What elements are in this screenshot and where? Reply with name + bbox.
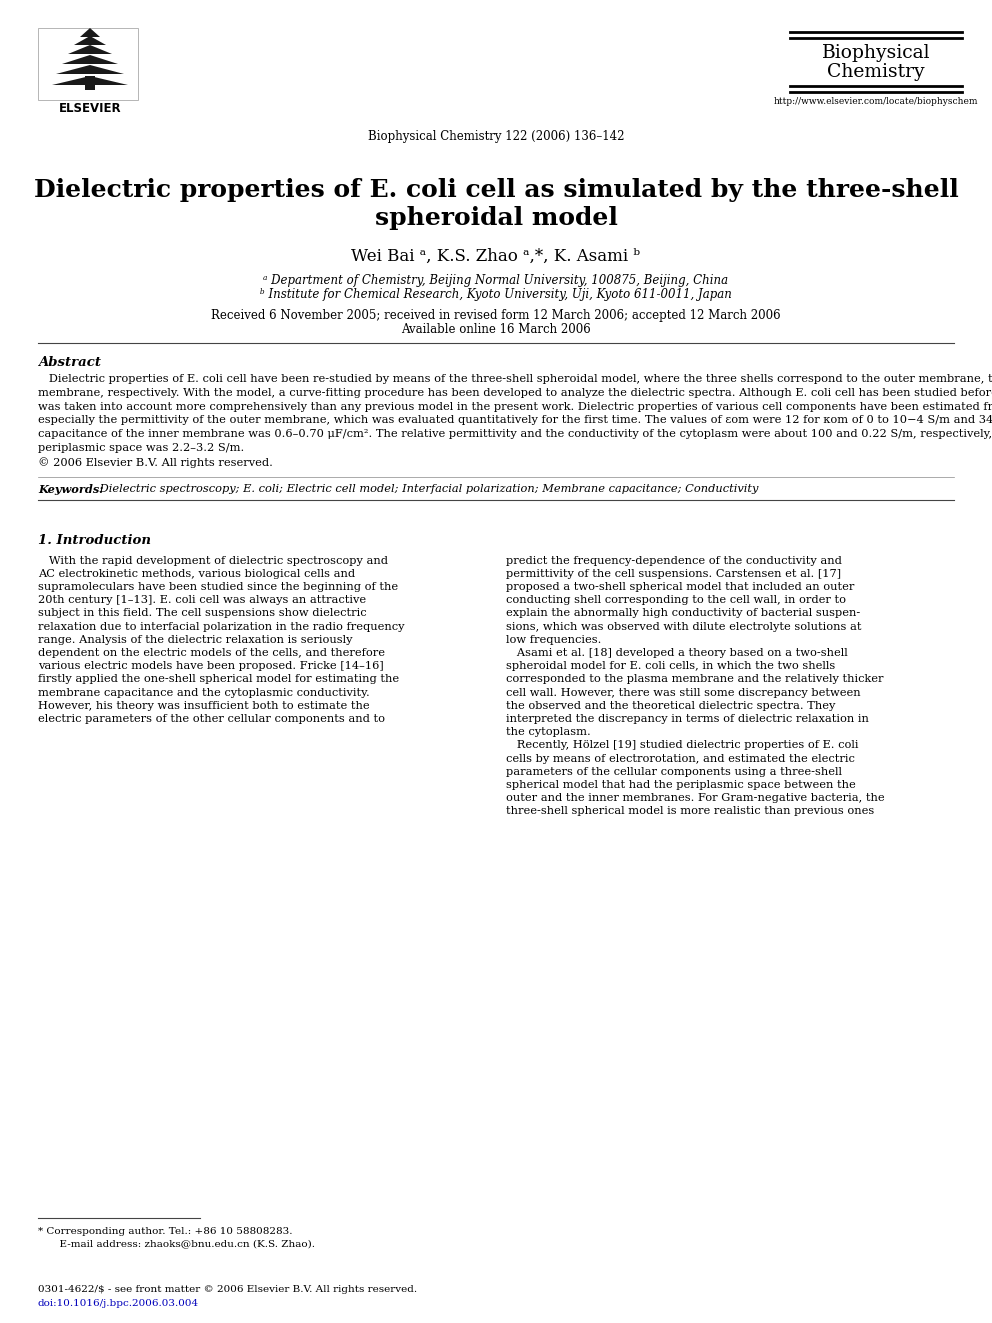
Text: 0301-4622/$ - see front matter © 2006 Elsevier B.V. All rights reserved.: 0301-4622/$ - see front matter © 2006 El… <box>38 1285 417 1294</box>
Text: firstly applied the one-shell spherical model for estimating the: firstly applied the one-shell spherical … <box>38 675 399 684</box>
Text: supramoleculars have been studied since the beginning of the: supramoleculars have been studied since … <box>38 582 398 591</box>
Text: Biophysical Chemistry 122 (2006) 136–142: Biophysical Chemistry 122 (2006) 136–142 <box>368 130 624 143</box>
Text: cells by means of electrorotation, and estimated the electric: cells by means of electrorotation, and e… <box>506 754 855 763</box>
Text: Keywords:: Keywords: <box>38 484 103 495</box>
Text: 20th century [1–13]. E. coli cell was always an attractive: 20th century [1–13]. E. coli cell was al… <box>38 595 366 605</box>
Text: membrane capacitance and the cytoplasmic conductivity.: membrane capacitance and the cytoplasmic… <box>38 688 370 697</box>
Text: With the rapid development of dielectric spectroscopy and: With the rapid development of dielectric… <box>38 556 388 566</box>
Text: Wei Bai ᵃ, K.S. Zhao ᵃ,*, K. Asami ᵇ: Wei Bai ᵃ, K.S. Zhao ᵃ,*, K. Asami ᵇ <box>351 247 641 265</box>
Text: the cytoplasm.: the cytoplasm. <box>506 728 591 737</box>
Text: membrane, respectively. With the model, a curve-fitting procedure has been devel: membrane, respectively. With the model, … <box>38 388 992 398</box>
Text: various electric models have been proposed. Fricke [14–16]: various electric models have been propos… <box>38 662 384 671</box>
Text: corresponded to the plasma membrane and the relatively thicker: corresponded to the plasma membrane and … <box>506 675 884 684</box>
Text: AC electrokinetic methods, various biological cells and: AC electrokinetic methods, various biolo… <box>38 569 355 578</box>
Polygon shape <box>68 45 112 54</box>
Text: Abstract: Abstract <box>38 356 101 369</box>
Text: was taken into account more comprehensively than any previous model in the prese: was taken into account more comprehensiv… <box>38 402 992 411</box>
Text: conducting shell corresponding to the cell wall, in order to: conducting shell corresponding to the ce… <box>506 595 846 605</box>
Polygon shape <box>56 65 124 74</box>
Text: the observed and the theoretical dielectric spectra. They: the observed and the theoretical dielect… <box>506 701 835 710</box>
Polygon shape <box>62 56 118 64</box>
Text: Chemistry: Chemistry <box>827 64 925 81</box>
Text: © 2006 Elsevier B.V. All rights reserved.: © 2006 Elsevier B.V. All rights reserved… <box>38 456 273 467</box>
Polygon shape <box>52 75 128 85</box>
Text: spheroidal model: spheroidal model <box>375 206 617 230</box>
FancyBboxPatch shape <box>38 28 138 101</box>
Text: periplasmic space was 2.2–3.2 S/m.: periplasmic space was 2.2–3.2 S/m. <box>38 443 244 452</box>
Text: Dielectric properties of E. coli cell as simulated by the three-shell: Dielectric properties of E. coli cell as… <box>34 179 958 202</box>
Text: interpreted the discrepancy in terms of dielectric relaxation in: interpreted the discrepancy in terms of … <box>506 714 869 724</box>
Text: E-mail address: zhaoks@bnu.edu.cn (K.S. Zhao).: E-mail address: zhaoks@bnu.edu.cn (K.S. … <box>53 1240 315 1248</box>
Text: spheroidal model for E. coli cells, in which the two shells: spheroidal model for E. coli cells, in w… <box>506 662 835 671</box>
Text: parameters of the cellular components using a three-shell: parameters of the cellular components us… <box>506 767 842 777</box>
Text: ᵇ Institute for Chemical Research, Kyoto University, Uji, Kyoto 611-0011, Japan: ᵇ Institute for Chemical Research, Kyoto… <box>260 288 732 302</box>
Polygon shape <box>74 36 106 45</box>
Text: electric parameters of the other cellular components and to: electric parameters of the other cellula… <box>38 714 385 724</box>
Text: Biophysical: Biophysical <box>821 44 930 62</box>
Text: Recently, Hölzel [19] studied dielectric properties of E. coli: Recently, Hölzel [19] studied dielectric… <box>506 741 858 750</box>
Text: permittivity of the cell suspensions. Carstensen et al. [17]: permittivity of the cell suspensions. Ca… <box>506 569 841 578</box>
Text: Dielectric properties of E. coli cell have been re-studied by means of the three: Dielectric properties of E. coli cell ha… <box>38 374 992 384</box>
Text: 1. Introduction: 1. Introduction <box>38 533 151 546</box>
Text: Received 6 November 2005; received in revised form 12 March 2006; accepted 12 Ma: Received 6 November 2005; received in re… <box>211 310 781 321</box>
Text: capacitance of the inner membrane was 0.6–0.70 μF/cm². The relative permittivity: capacitance of the inner membrane was 0.… <box>38 429 992 439</box>
Text: subject in this field. The cell suspensions show dielectric: subject in this field. The cell suspensi… <box>38 609 367 618</box>
Text: doi:10.1016/j.bpc.2006.03.004: doi:10.1016/j.bpc.2006.03.004 <box>38 1299 199 1308</box>
Text: sions, which was observed with dilute electrolyte solutions at: sions, which was observed with dilute el… <box>506 622 861 631</box>
Text: ᵃ Department of Chemistry, Beijing Normal University, 100875, Beijing, China: ᵃ Department of Chemistry, Beijing Norma… <box>264 274 728 287</box>
Text: However, his theory was insufficient both to estimate the: However, his theory was insufficient bot… <box>38 701 370 710</box>
Text: low frequencies.: low frequencies. <box>506 635 601 644</box>
Text: relaxation due to interfacial polarization in the radio frequency: relaxation due to interfacial polarizati… <box>38 622 405 631</box>
Text: Available online 16 March 2006: Available online 16 March 2006 <box>401 323 591 336</box>
Text: especially the permittivity of the outer membrane, which was evaluated quantitat: especially the permittivity of the outer… <box>38 415 992 426</box>
Text: http://www.elsevier.com/locate/biophyschem: http://www.elsevier.com/locate/biophysch… <box>774 97 978 106</box>
Text: outer and the inner membranes. For Gram-negative bacteria, the: outer and the inner membranes. For Gram-… <box>506 794 885 803</box>
Text: spherical model that had the periplasmic space between the: spherical model that had the periplasmic… <box>506 781 856 790</box>
Text: Dielectric spectroscopy; E. coli; Electric cell model; Interfacial polarization;: Dielectric spectroscopy; E. coli; Electr… <box>96 484 758 493</box>
Text: * Corresponding author. Tel.: +86 10 58808283.: * Corresponding author. Tel.: +86 10 588… <box>38 1226 293 1236</box>
Bar <box>85 75 95 90</box>
Text: three-shell spherical model is more realistic than previous ones: three-shell spherical model is more real… <box>506 807 874 816</box>
Polygon shape <box>80 28 100 37</box>
Text: ELSEVIER: ELSEVIER <box>59 102 121 115</box>
Text: cell wall. However, there was still some discrepancy between: cell wall. However, there was still some… <box>506 688 861 697</box>
Text: Asami et al. [18] developed a theory based on a two-shell: Asami et al. [18] developed a theory bas… <box>506 648 848 658</box>
Text: dependent on the electric models of the cells, and therefore: dependent on the electric models of the … <box>38 648 385 658</box>
Text: explain the abnormally high conductivity of bacterial suspen-: explain the abnormally high conductivity… <box>506 609 860 618</box>
Text: proposed a two-shell spherical model that included an outer: proposed a two-shell spherical model tha… <box>506 582 854 591</box>
Text: predict the frequency-dependence of the conductivity and: predict the frequency-dependence of the … <box>506 556 842 566</box>
Text: range. Analysis of the dielectric relaxation is seriously: range. Analysis of the dielectric relaxa… <box>38 635 352 644</box>
